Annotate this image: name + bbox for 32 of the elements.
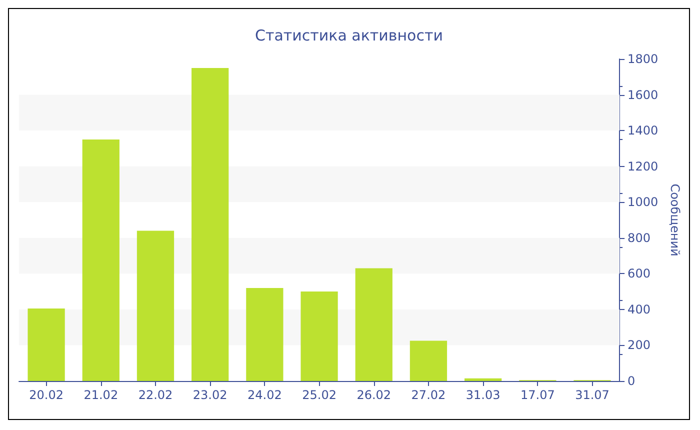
bar [300, 292, 338, 381]
bar [82, 140, 120, 381]
x-tick-label: 26.02 [356, 388, 392, 402]
x-tick-label: 31.07 [575, 388, 610, 402]
x-tick-label: 20.02 [29, 388, 64, 402]
chart-title: Статистика активности [255, 26, 443, 44]
bar [464, 378, 502, 381]
y-tick-label: 800 [628, 230, 650, 245]
bar [28, 308, 65, 381]
x-tick-label: 25.02 [302, 388, 336, 402]
y-tick-label: 1800 [628, 52, 658, 66]
x-tick-label: 24.02 [248, 388, 282, 402]
x-tick-label: 17.07 [520, 388, 555, 402]
y-tick-label: 200 [628, 338, 650, 352]
bar [192, 68, 229, 381]
y-tick-label: 1400 [628, 124, 658, 138]
bar [246, 288, 284, 381]
y-tick-label: 600 [628, 266, 650, 281]
bar [355, 268, 392, 381]
y-tick-label: 400 [628, 302, 650, 316]
y-tick-label: 0 [628, 374, 636, 388]
y-tick-label: 1000 [628, 195, 658, 210]
x-tick-label: 27.02 [411, 388, 446, 402]
y-axis-title: Сообщений [668, 184, 682, 256]
y-tick-label: 1600 [628, 88, 658, 102]
bar [410, 340, 448, 381]
x-tick-label: 23.02 [192, 388, 228, 402]
bar [136, 230, 174, 381]
y-tick-label: 1200 [628, 159, 658, 174]
x-tick-label: 22.02 [138, 388, 173, 402]
x-tick-label: 21.02 [84, 388, 118, 402]
x-tick-label: 31.03 [466, 388, 500, 402]
